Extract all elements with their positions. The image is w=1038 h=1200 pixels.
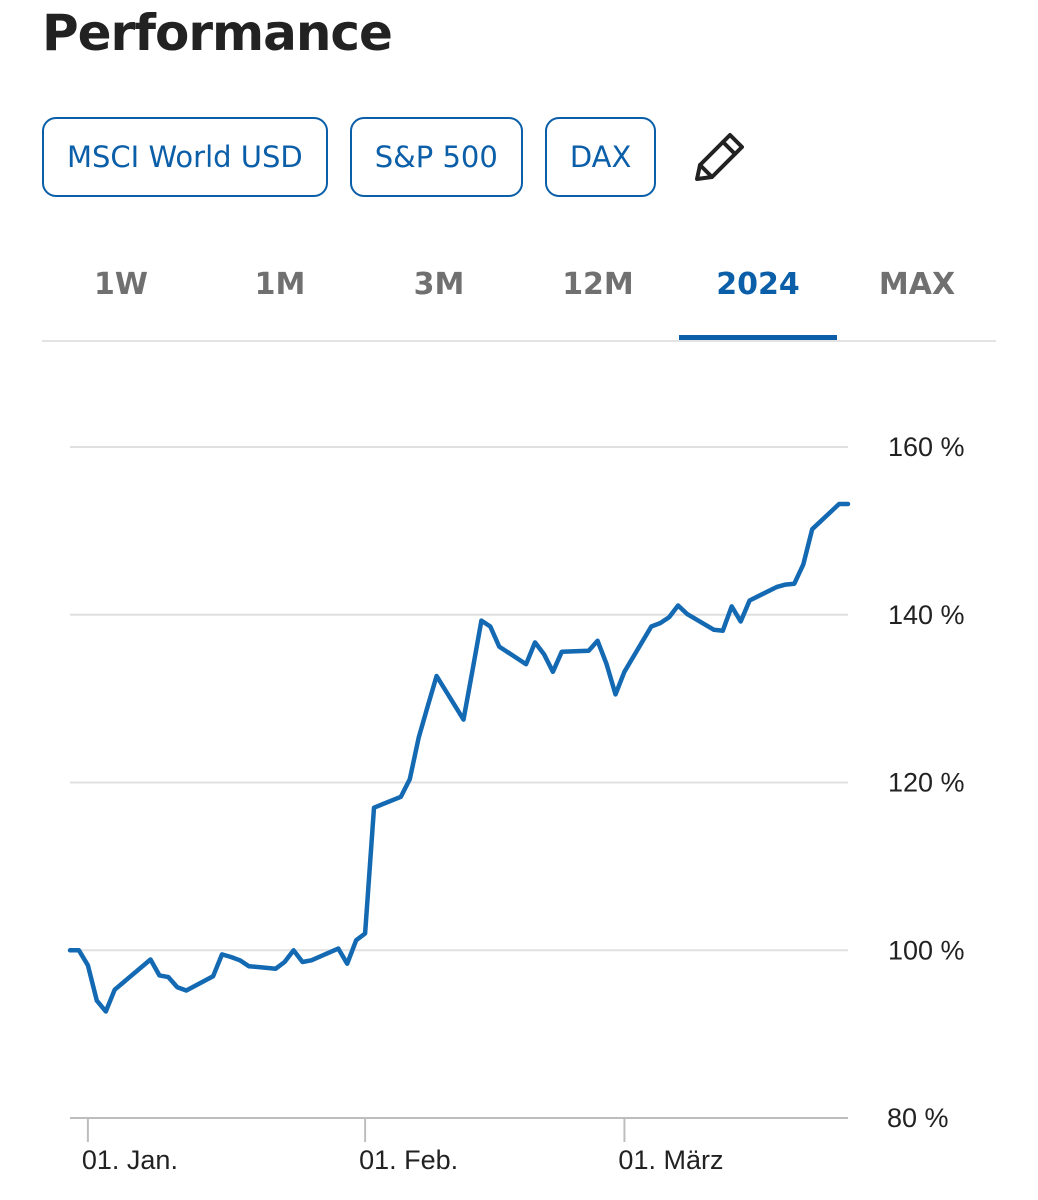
series-line [67, 501, 851, 1014]
tab-12m[interactable]: 12M [562, 266, 634, 302]
tab-2024[interactable]: 2024 [679, 230, 837, 340]
chart-x-axis [70, 1117, 848, 1142]
timeframe-tabs: 1W 1M 3M 12M 2024 MAX [42, 230, 996, 342]
tab-3m[interactable]: 3M [413, 266, 465, 302]
x-tick-label: 01. Feb. [359, 1145, 458, 1175]
chart-grid [70, 446, 848, 952]
tab-max[interactable]: MAX [878, 266, 956, 302]
chart-x-labels: 01. Jan. 01. Feb. 01. März [82, 1145, 724, 1175]
tab-1w[interactable]: 1W [94, 266, 148, 302]
chart-y-labels: 160 % 140 % 120 % 100 % 80 % [887, 432, 965, 1133]
benchmark-chip-msci-world[interactable]: MSCI World USD [42, 117, 328, 197]
y-tick-label: 140 % [888, 600, 965, 630]
benchmark-chip-dax[interactable]: DAX [544, 117, 657, 197]
pencil-icon[interactable] [688, 127, 748, 187]
performance-chart: 160 % 140 % 120 % 100 % 80 % 01. Jan. 01. Feb… [67, 432, 965, 1175]
tab-1m[interactable]: 1M [254, 266, 306, 302]
chart-series [67, 501, 851, 1014]
x-tick-label: 01. Jan. [82, 1145, 178, 1175]
benchmark-compare-row: MSCI World USD S&P 500 DAX [42, 117, 748, 197]
y-tick-label: 160 % [888, 432, 965, 462]
x-tick-label: 01. März [618, 1145, 723, 1175]
page-title: Performance [42, 4, 393, 62]
y-tick-label: 80 % [887, 1103, 949, 1133]
y-tick-label: 120 % [888, 768, 965, 798]
y-tick-label: 100 % [888, 935, 965, 965]
benchmark-chip-sp500[interactable]: S&P 500 [349, 117, 523, 197]
